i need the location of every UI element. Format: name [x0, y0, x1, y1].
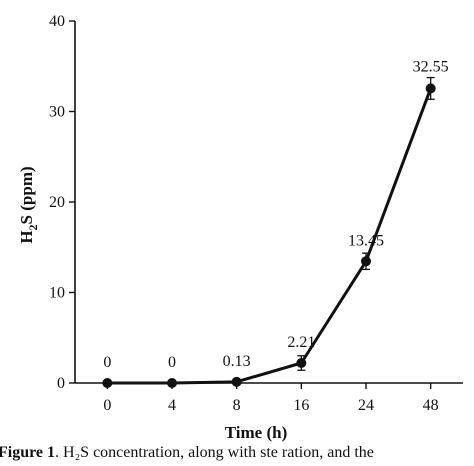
y-tick-label: 10: [49, 285, 65, 302]
y-tick-label: 30: [49, 104, 65, 121]
data-label: 0.13: [223, 353, 251, 370]
y-axis-title-subscript: 2: [26, 224, 40, 230]
data-point: [425, 83, 436, 94]
figure-caption: Figure 1. H₂S concentration, along with …: [0, 444, 474, 462]
data-label: 2.21: [287, 334, 315, 351]
caption-text: . H₂S concentration, along with ste rati…: [55, 444, 374, 461]
data-point: [296, 357, 307, 368]
series-line: [107, 87, 433, 385]
y-axis-title-main: H: [17, 230, 36, 243]
axes: [69, 20, 463, 389]
y-tick-label: 40: [49, 13, 65, 30]
x-tick-label: 4: [168, 397, 176, 414]
x-tick-label: 16: [293, 397, 309, 414]
y-tick-label: 20: [49, 194, 65, 211]
data-label: 13.45: [348, 232, 384, 249]
x-tick-labels: 0 4 8 16 24 48: [103, 397, 438, 414]
data-label: 32.55: [413, 59, 449, 76]
y-tick-labels: 0 10 20 30 40: [49, 13, 65, 392]
series-layer: [102, 76, 436, 388]
data-point: [167, 378, 177, 388]
data-labels: 0 0 0.13 2.21 13.45 32.55: [103, 59, 448, 371]
figure-number: Figure 1: [0, 444, 56, 461]
x-tick-label: 0: [103, 397, 111, 414]
data-point: [102, 378, 113, 388]
x-tick-label: 24: [358, 397, 374, 414]
x-axis-title: Time (h): [225, 423, 288, 442]
y-axis-title: H2S (ppm): [17, 166, 40, 243]
data-label: 0: [103, 354, 111, 371]
data-label: 0: [168, 354, 176, 371]
x-tick-label: 8: [233, 397, 241, 414]
x-tick-label: 48: [423, 397, 439, 414]
y-tick-label: 0: [57, 375, 65, 392]
y-axis-title-rest: S (ppm): [17, 166, 36, 224]
data-point: [361, 256, 371, 267]
data-point: [231, 376, 242, 387]
